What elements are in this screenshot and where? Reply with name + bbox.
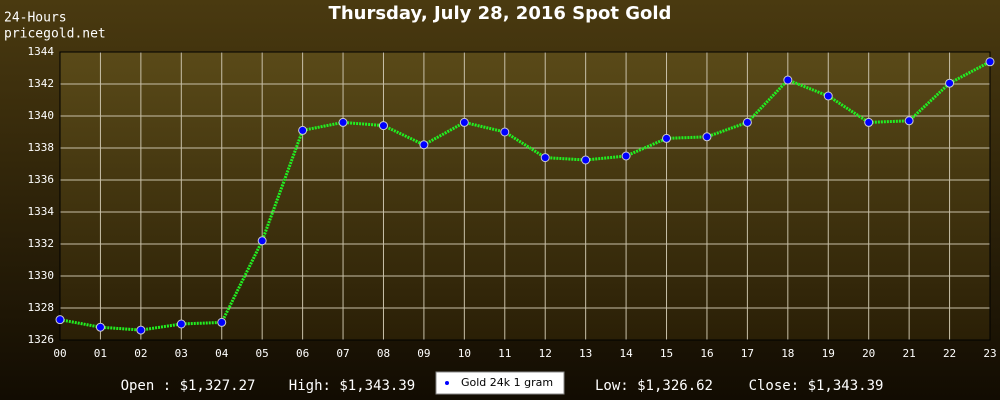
x-tick-label: 07 (336, 347, 349, 360)
marker (257, 236, 267, 246)
marker (662, 133, 672, 143)
x-tick-label: 19 (822, 347, 835, 360)
x-tick-label: 21 (903, 347, 916, 360)
y-tick-label: 1344 (28, 45, 55, 58)
legend-marker (445, 381, 449, 385)
x-tick-label: 03 (175, 347, 188, 360)
x-tick-label: 16 (700, 347, 713, 360)
marker (500, 127, 510, 137)
y-tick-label: 1330 (28, 269, 55, 282)
y-tick-label: 1336 (28, 173, 55, 186)
x-tick-label: 20 (862, 347, 875, 360)
x-tick-label: 02 (134, 347, 147, 360)
x-tick-label: 10 (458, 347, 471, 360)
x-tick-label: 09 (417, 347, 430, 360)
x-tick-label: 22 (943, 347, 956, 360)
y-tick-label: 1342 (28, 77, 55, 90)
marker (338, 117, 348, 127)
x-tick-label: 00 (53, 347, 66, 360)
marker (742, 117, 752, 127)
marker (217, 317, 227, 327)
y-tick-label: 1332 (28, 237, 55, 250)
y-tick-label: 1328 (28, 301, 55, 314)
chart-title: Thursday, July 28, 2016 Spot Gold (329, 3, 672, 24)
marker (136, 325, 146, 335)
marker (864, 117, 874, 127)
marker (459, 117, 469, 127)
marker (783, 75, 793, 85)
x-tick-label: 23 (983, 347, 996, 360)
x-tick-label: 04 (215, 347, 229, 360)
legend-label: Gold 24k 1 gram (461, 376, 553, 389)
legend-box (435, 371, 565, 395)
x-tick-label: 12 (539, 347, 552, 360)
marker (621, 151, 631, 161)
marker (419, 140, 429, 150)
y-tick-label: 1334 (28, 205, 55, 218)
plot-area (60, 52, 990, 340)
stat-text: Open : $1,327.27 (121, 378, 256, 394)
x-tick-label: 05 (256, 347, 269, 360)
x-tick-label: 08 (377, 347, 390, 360)
x-tick-label: 17 (741, 347, 754, 360)
marker (823, 91, 833, 101)
corner-text: 24-Hours (4, 11, 67, 26)
x-tick-label: 06 (296, 347, 309, 360)
y-tick-label: 1338 (28, 141, 55, 154)
marker (945, 78, 955, 88)
marker (298, 125, 308, 135)
marker (378, 121, 388, 131)
marker (904, 116, 914, 126)
y-tick-label: 1340 (28, 109, 55, 122)
x-tick-label: 11 (498, 347, 511, 360)
x-tick-label: 15 (660, 347, 673, 360)
x-tick-label: 01 (94, 347, 107, 360)
x-tick-label: 13 (579, 347, 592, 360)
marker (55, 315, 65, 325)
line (59, 60, 991, 332)
marker (702, 132, 712, 142)
x-tick-label: 18 (781, 347, 794, 360)
marker (95, 322, 105, 332)
corner-text: pricegold.net (4, 27, 106, 42)
stat-text: Close: $1,343.39 (749, 378, 884, 394)
marker (581, 155, 591, 165)
stat-text: Low: $1,326.62 (595, 378, 713, 394)
marker (985, 57, 995, 67)
y-tick-label: 1326 (28, 333, 55, 346)
stat-text: High: $1,343.39 (289, 378, 415, 394)
x-tick-label: 14 (619, 347, 633, 360)
marker (540, 153, 550, 163)
marker (176, 319, 186, 329)
plot-border (59, 51, 991, 341)
